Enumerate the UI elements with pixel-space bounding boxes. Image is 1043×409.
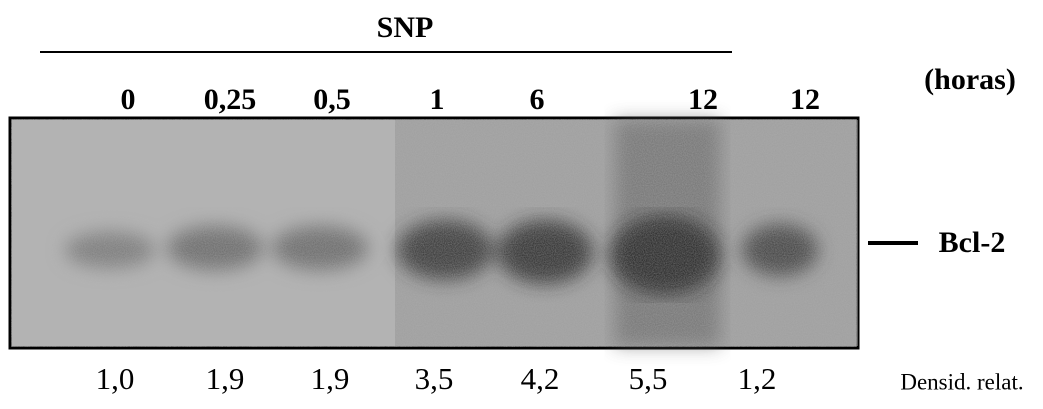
densities: 1,0 1,9 1,9 3,5 4,2 5,5 1,2 bbox=[96, 361, 777, 396]
density-value: 1,0 bbox=[96, 361, 135, 396]
lane-label: 6 bbox=[530, 83, 545, 116]
band-label: Bcl-2 bbox=[939, 226, 1006, 259]
lane-label: 1 bbox=[430, 83, 445, 116]
lane-label: 12 bbox=[790, 83, 820, 116]
blot bbox=[8, 116, 860, 350]
density-value: 1,2 bbox=[738, 361, 777, 396]
density-value: 5,5 bbox=[629, 361, 668, 396]
lane-label: 0,25 bbox=[204, 83, 257, 116]
lane-labels: 0 0,25 0,5 1 6 12 12 bbox=[121, 83, 821, 116]
density-value: 1,9 bbox=[311, 361, 350, 396]
density-value: 1,9 bbox=[206, 361, 245, 396]
density-value: 3,5 bbox=[415, 361, 454, 396]
blot-grain bbox=[11, 119, 857, 347]
density-value: 4,2 bbox=[521, 361, 560, 396]
lane-label: 12 bbox=[688, 83, 718, 116]
unit-label: (horas) bbox=[924, 63, 1016, 96]
density-label: Densid. relat. bbox=[900, 369, 1023, 394]
header-title: SNP bbox=[377, 11, 434, 44]
lane-label: 0,5 bbox=[313, 83, 351, 116]
lane-label: 0 bbox=[121, 83, 136, 116]
